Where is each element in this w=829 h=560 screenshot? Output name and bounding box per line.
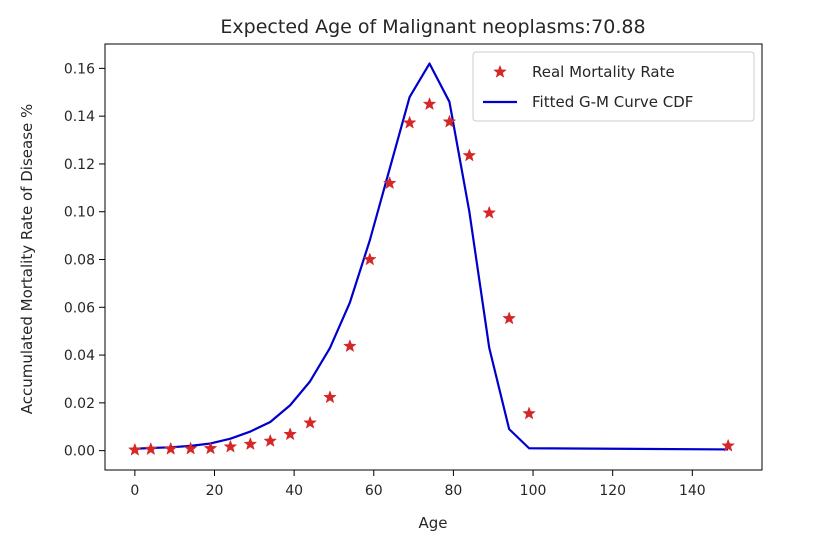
x-tick-label: 20 (206, 483, 224, 499)
legend-label: Fitted G-M Curve CDF (532, 93, 693, 111)
data-point-star (243, 436, 258, 451)
data-point-star (482, 205, 497, 219)
data-point-star (263, 433, 278, 447)
data-point-star (283, 427, 298, 441)
x-axis-label: Age (418, 514, 447, 532)
y-tick-label: 0.16 (64, 61, 95, 77)
fitted-curve-line (134, 62, 729, 451)
y-tick-label: 0.12 (64, 157, 95, 173)
data-point-star (362, 252, 377, 266)
legend: Real Mortality Rate Fitted G-M Curve CDF (472, 51, 755, 122)
data-point-star (422, 96, 437, 111)
data-point-star (323, 390, 337, 404)
x-tick-label: 80 (444, 483, 462, 499)
data-point-star (343, 339, 357, 353)
y-axis-label: Accumulated Mortality Rate of Disease % (18, 104, 36, 415)
x-tick-label: 100 (520, 483, 547, 499)
data-point-star (402, 115, 417, 129)
x-tick-label: 60 (365, 483, 383, 499)
y-tick-label: 0.04 (64, 348, 95, 364)
x-tick-label: 120 (599, 483, 626, 499)
x-tick-label: 140 (679, 483, 706, 499)
y-tick-label: 0.06 (64, 300, 95, 316)
x-tick-label: 0 (130, 483, 139, 499)
legend-marker-star (493, 64, 507, 78)
y-tick-label: 0.02 (64, 396, 95, 412)
data-point-star (382, 176, 397, 190)
data-point-star (223, 439, 238, 453)
chart-title: Expected Age of Malignant neoplasms:70.8… (220, 16, 645, 38)
y-tick-label: 0.10 (64, 205, 95, 221)
data-point-star (721, 438, 736, 452)
legend-box (472, 51, 755, 122)
y-tick-label: 0.08 (64, 253, 95, 269)
data-point-star (522, 406, 536, 420)
data-point-star (203, 441, 218, 455)
data-point-star (183, 441, 198, 455)
data-point-star (128, 442, 142, 456)
data-point-star (502, 311, 517, 325)
axes-frame (104, 43, 763, 471)
legend-label: Real Mortality Rate (532, 63, 675, 81)
data-point-star (462, 148, 477, 162)
data-point-star (163, 441, 178, 455)
data-point-star (303, 415, 317, 429)
x-tick-label: 40 (285, 483, 303, 499)
data-point-star (143, 441, 158, 456)
y-tick-label: 0.14 (64, 109, 95, 125)
y-tick-label: 0.00 (64, 444, 95, 460)
data-point-star (442, 114, 457, 128)
plot-area: 0 20 40 60 80 100 120 140 0.00 0.02 0.04 0.06 0.08 0.… (64, 43, 763, 499)
